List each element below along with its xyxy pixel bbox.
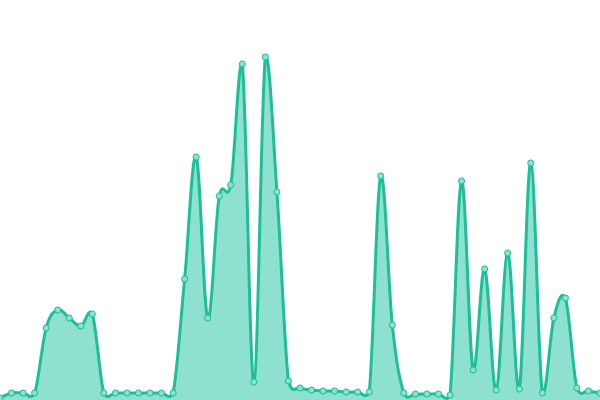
- data-point-0: [0, 394, 4, 400]
- data-point-52: [596, 389, 600, 397]
- data-point-37: [423, 390, 431, 398]
- data-point-19: [215, 192, 223, 200]
- data-point-28: [319, 387, 327, 395]
- data-point-18: [204, 314, 212, 322]
- data-point-10: [111, 389, 119, 397]
- data-point-48: [550, 314, 558, 322]
- data-point-38: [434, 390, 442, 398]
- data-point-5: [54, 306, 62, 314]
- data-point-27: [308, 386, 316, 394]
- data-point-36: [411, 390, 419, 398]
- data-point-24: [273, 188, 281, 196]
- data-point-29: [331, 387, 339, 395]
- data-point-32: [365, 388, 373, 396]
- data-point-26: [296, 384, 304, 392]
- area-fill: [0, 56, 600, 400]
- data-point-45: [515, 385, 523, 393]
- data-point-11: [123, 389, 131, 397]
- data-point-51: [584, 387, 592, 395]
- data-point-13: [146, 389, 154, 397]
- data-point-23: [261, 53, 269, 61]
- data-point-2: [19, 389, 27, 397]
- data-point-20: [227, 181, 235, 189]
- data-point-8: [88, 310, 96, 318]
- data-point-4: [42, 324, 50, 332]
- data-point-3: [31, 389, 39, 397]
- data-point-22: [250, 378, 258, 386]
- data-point-49: [561, 294, 569, 302]
- data-point-21: [238, 60, 246, 68]
- data-point-7: [77, 322, 85, 330]
- data-point-34: [388, 321, 396, 329]
- data-points: [0, 53, 600, 400]
- data-point-25: [284, 377, 292, 385]
- data-point-17: [192, 153, 200, 161]
- data-point-42: [481, 265, 489, 273]
- data-point-47: [538, 389, 546, 397]
- data-point-30: [342, 388, 350, 396]
- data-point-46: [527, 159, 535, 167]
- data-point-14: [158, 389, 166, 397]
- data-point-33: [377, 172, 385, 180]
- data-point-50: [573, 384, 581, 392]
- data-point-9: [100, 389, 108, 397]
- data-point-35: [400, 389, 408, 397]
- data-point-1: [8, 389, 16, 397]
- data-point-39: [446, 391, 454, 399]
- data-point-43: [492, 386, 500, 394]
- data-point-41: [469, 366, 477, 374]
- data-point-31: [354, 388, 362, 396]
- data-point-16: [181, 275, 189, 283]
- data-point-15: [169, 389, 177, 397]
- data-point-6: [65, 314, 73, 322]
- data-point-44: [504, 249, 512, 257]
- data-point-12: [134, 389, 142, 397]
- data-point-40: [458, 177, 466, 185]
